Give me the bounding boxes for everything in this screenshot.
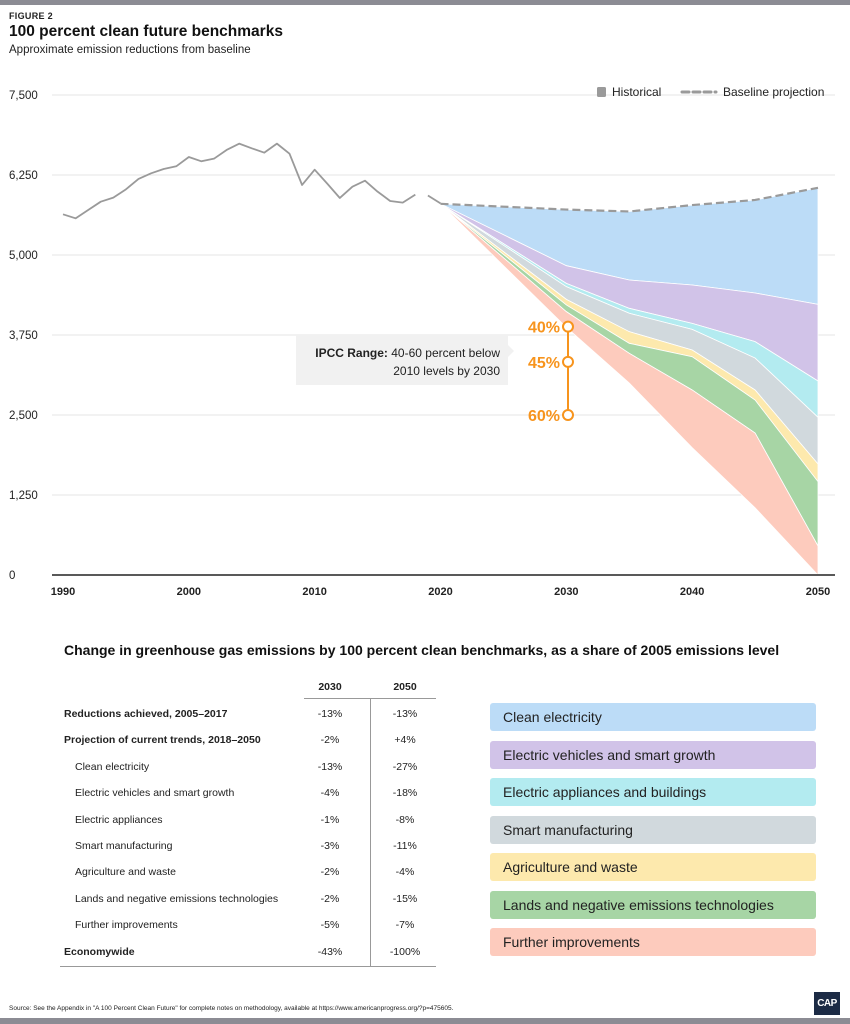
table-row-label: Projection of current trends, 2018–2050 — [64, 734, 261, 747]
table-row-label: Electric vehicles and smart growth — [75, 787, 235, 800]
source-note: Source: See the Appendix in "A 100 Perce… — [9, 1005, 454, 1012]
legend-box: Clean electricity — [490, 703, 816, 731]
table-row-label: Further improvements — [75, 919, 178, 932]
chart-title: 100 percent clean future benchmarks — [9, 23, 283, 40]
y-tick-label: 6,250 — [9, 170, 38, 182]
legend-box: Electric appliances and buildings — [490, 778, 816, 806]
table-cell-2050: -13% — [392, 708, 418, 720]
ipcc-marker-label: 40% — [528, 320, 560, 337]
x-tick-label: 1990 — [51, 586, 75, 598]
table-cell-2030: -2% — [320, 892, 340, 905]
table-cell-2050: -18% — [392, 787, 418, 800]
ipcc-marker — [562, 320, 574, 333]
chart-subtitle: Approximate emission reductions from bas… — [9, 44, 251, 56]
top-border — [0, 0, 850, 5]
table-cell-2050: -27% — [392, 760, 418, 773]
table-cell-2050: -8% — [395, 813, 415, 826]
table-cell-2030: -2% — [320, 734, 340, 747]
cap-logo: CAP — [814, 992, 840, 1015]
table-row-label: Reductions achieved, 2005–2017 — [64, 708, 228, 720]
band-further-improvements — [440, 203, 819, 577]
historical-legend-swatch — [597, 87, 606, 97]
table-cell-2030: -1% — [320, 813, 340, 826]
y-tick-label: 7,500 — [9, 90, 38, 102]
ipcc-callout-line2: 2010 levels by 2030 — [393, 364, 500, 378]
x-tick-label: 2050 — [806, 586, 830, 598]
table-cell-2050: -7% — [395, 919, 415, 932]
emissions-chart: 7,500 6,250 5,000 3,750 2,500 1,250 0 1990 2000 2… — [9, 85, 835, 598]
projection-start-line — [427, 194, 441, 205]
y-tick-label: 0 — [9, 570, 15, 582]
baseline-projection-line — [440, 186, 819, 213]
legend-box: Agriculture and waste — [490, 853, 816, 881]
y-tick-label: 5,000 — [9, 250, 38, 262]
x-tick-label: 2020 — [428, 586, 452, 598]
table-row-label: Economywide — [64, 945, 135, 958]
x-tick-label: 2000 — [177, 586, 201, 598]
ipcc-callout-box — [296, 335, 514, 385]
table-bottom-rule — [60, 966, 436, 967]
x-tick-label: 2030 — [554, 586, 578, 598]
ipcc-marker-label: 60% — [528, 408, 560, 425]
table-cell-2030: -5% — [320, 919, 340, 932]
y-tick-label: 3,750 — [9, 330, 38, 342]
table-cell-2030: -43% — [317, 945, 343, 958]
ipcc-marker — [562, 355, 574, 368]
table-row-label: Electric appliances — [75, 813, 163, 826]
y-tick-label: 2,500 — [9, 410, 38, 422]
baseline-legend-label: Baseline projection — [723, 85, 824, 99]
table-cell-2030: -4% — [320, 787, 340, 800]
x-tick-label: 2010 — [302, 586, 326, 598]
column-divider — [370, 699, 371, 967]
table-cell-2030: -2% — [320, 866, 340, 879]
figure-label: FIGURE 2 — [9, 11, 53, 21]
ipcc-marker — [562, 409, 574, 421]
table-title: Change in greenhouse gas emissions by 10… — [64, 642, 780, 658]
historical-line — [62, 142, 416, 220]
table-cell-2050: -15% — [392, 892, 418, 905]
table-cell-2030: -13% — [317, 760, 343, 773]
table-row-label: Lands and negative emissions technologie… — [75, 892, 279, 905]
table-row-label: Agriculture and waste — [75, 866, 176, 879]
table-row-label: Smart manufacturing — [75, 840, 173, 852]
table-cell-2050: +4% — [394, 734, 416, 747]
ipcc-callout-line1: IPCC Range: 40-60 percent below — [315, 346, 500, 360]
legend-box: Further improvements — [490, 928, 816, 956]
legend-box: Electric vehicles and smart growth — [490, 740, 816, 769]
ipcc-marker-label: 45% — [528, 355, 560, 372]
table-cell-2050: -4% — [395, 866, 415, 879]
historical-legend-label: Historical — [612, 85, 661, 99]
table-cell-2030: -13% — [317, 708, 343, 720]
column-header-2030: 2030 — [318, 681, 342, 693]
table-cell-2030: -3% — [320, 840, 340, 852]
header-divider — [304, 698, 436, 699]
column-header-2050: 2050 — [393, 681, 417, 693]
legend-box: Smart manufacturing — [490, 815, 816, 844]
table-cell-2050: -100% — [389, 945, 421, 958]
bottom-border — [0, 1018, 850, 1024]
table-cell-2050: -11% — [393, 840, 417, 852]
x-tick-label: 2040 — [680, 586, 704, 598]
legend-box: Lands and negative emissions technologie… — [490, 890, 816, 919]
table-row-label: Clean electricity — [75, 760, 150, 773]
y-tick-label: 1,250 — [9, 490, 38, 502]
